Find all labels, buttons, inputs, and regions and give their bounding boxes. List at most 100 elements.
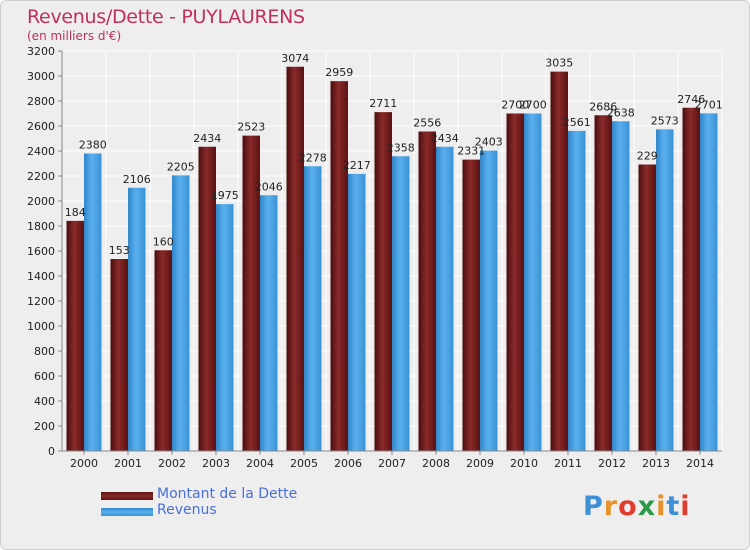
bar-revenus	[568, 130, 586, 451]
x-tick-label: 2010	[510, 457, 538, 470]
bar-dette	[198, 146, 216, 451]
y-tick-label: 200	[34, 420, 55, 433]
bar-revenus-label: 2217	[343, 159, 371, 172]
legend-swatch-dette	[101, 492, 153, 500]
x-tick-label: 2013	[642, 457, 670, 470]
bar-dette	[550, 71, 568, 451]
y-tick-label: 800	[34, 345, 55, 358]
logo-letter: o	[618, 491, 638, 522]
bar-revenus	[524, 113, 542, 451]
bar-dette-label: 160	[153, 235, 174, 248]
bar-dette	[594, 115, 612, 451]
x-tick-label: 2001	[114, 457, 142, 470]
y-tick-label: 1200	[27, 295, 55, 308]
x-tick-label: 2007	[378, 457, 406, 470]
bar-dette-label: 2700	[501, 99, 529, 112]
x-tick-label: 2005	[290, 457, 318, 470]
x-tick-label: 2000	[70, 457, 98, 470]
bar-revenus-label: 2205	[167, 160, 195, 173]
bar-revenus-label: 2561	[563, 116, 591, 129]
y-tick-label: 600	[34, 370, 55, 383]
bars-group	[66, 66, 718, 451]
logo-letter: t	[666, 491, 681, 522]
x-tick-label: 2011	[554, 457, 582, 470]
legend-label-revenus: Revenus	[157, 502, 217, 518]
bar-dette	[418, 131, 436, 451]
bar-dette-label: 3035	[545, 57, 573, 70]
y-tick-label: 2400	[27, 145, 55, 158]
logo-letter: i	[656, 491, 667, 522]
bar-revenus	[700, 113, 718, 451]
bar-revenus	[348, 173, 366, 451]
bar-revenus	[656, 129, 674, 451]
bar-dette-label: 2434	[193, 132, 221, 145]
bar-revenus-label: 2358	[387, 141, 415, 154]
bar-revenus	[436, 146, 454, 451]
bar-revenus	[128, 187, 146, 451]
logo-letter: x	[637, 491, 657, 522]
bar-dette	[682, 107, 700, 451]
y-tick-label: 2000	[27, 195, 55, 208]
bar-revenus-label: 2046	[255, 180, 283, 193]
bar-revenus-label: 2403	[475, 136, 503, 149]
x-tick-label: 2003	[202, 457, 230, 470]
y-tick-label: 1000	[27, 320, 55, 333]
bar-dette-label: 2331	[457, 145, 485, 158]
y-tick-label: 3000	[27, 70, 55, 83]
bar-dette-label: 229	[637, 150, 658, 163]
legend-swatch-revenus	[101, 508, 153, 516]
bar-dette-label: 3074	[281, 52, 309, 65]
bar-dette	[242, 135, 260, 451]
bar-dette-label: 153	[109, 244, 130, 257]
bar-revenus-label: 2278	[299, 151, 327, 164]
bar-dette	[286, 66, 304, 451]
bar-revenus	[612, 121, 630, 451]
bar-dette	[330, 81, 348, 451]
bar-revenus-label: 2573	[651, 114, 679, 127]
data-labels-group: 184 2380 153 2106 160 2205 2434 1975 2523 2046 307…	[65, 52, 723, 257]
y-tick-label: 1600	[27, 245, 55, 258]
bar-revenus-label: 2380	[79, 139, 107, 152]
bar-dette	[374, 112, 392, 451]
y-tick-label: 2600	[27, 120, 55, 133]
bar-dette-label: 184	[65, 206, 86, 219]
x-tick-label: 2004	[246, 457, 274, 470]
bar-dette-label: 2556	[413, 117, 441, 130]
bar-revenus-label: 2701	[695, 98, 723, 111]
bar-revenus	[304, 166, 322, 451]
axes-group: 0 200 400 600 800 1000 1200 1400 1600 1800 2000 220…	[27, 45, 722, 470]
logo-letter: i	[680, 491, 691, 522]
chart-title: Revenus/Dette - PUYLAURENS	[27, 6, 305, 28]
bar-revenus-label: 1975	[211, 189, 239, 202]
bar-revenus	[216, 204, 234, 451]
x-tick-label: 2009	[466, 457, 494, 470]
bar-revenus	[84, 153, 102, 451]
bar-dette	[638, 164, 656, 451]
bar-dette-label: 2711	[369, 97, 397, 110]
y-tick-label: 3200	[27, 45, 55, 58]
bar-dette-label: 2746	[677, 93, 705, 106]
bar-revenus	[260, 195, 278, 451]
x-tick-label: 2008	[422, 457, 450, 470]
y-tick-label: 0	[48, 445, 55, 458]
bar-dette-label: 2959	[325, 66, 353, 79]
bar-dette	[110, 259, 128, 451]
proxiti-logo: Proxiti	[583, 491, 691, 522]
bar-dette	[506, 113, 524, 451]
y-tick-label: 2200	[27, 170, 55, 183]
bar-dette-label: 2686	[589, 100, 617, 113]
y-tick-label: 400	[34, 395, 55, 408]
bar-revenus	[480, 150, 498, 451]
x-tick-label: 2012	[598, 457, 626, 470]
bar-dette	[66, 220, 84, 451]
logo-letter: P	[583, 491, 604, 522]
legend-label-dette: Montant de la Dette	[157, 486, 298, 502]
logo-letter: r	[603, 491, 619, 522]
bar-revenus	[172, 175, 190, 451]
bar-revenus-label: 2700	[519, 99, 547, 112]
y-tick-label: 1800	[27, 220, 55, 233]
y-tick-label: 2800	[27, 95, 55, 108]
x-tick-label: 2002	[158, 457, 186, 470]
bar-revenus-label: 2638	[607, 106, 635, 119]
